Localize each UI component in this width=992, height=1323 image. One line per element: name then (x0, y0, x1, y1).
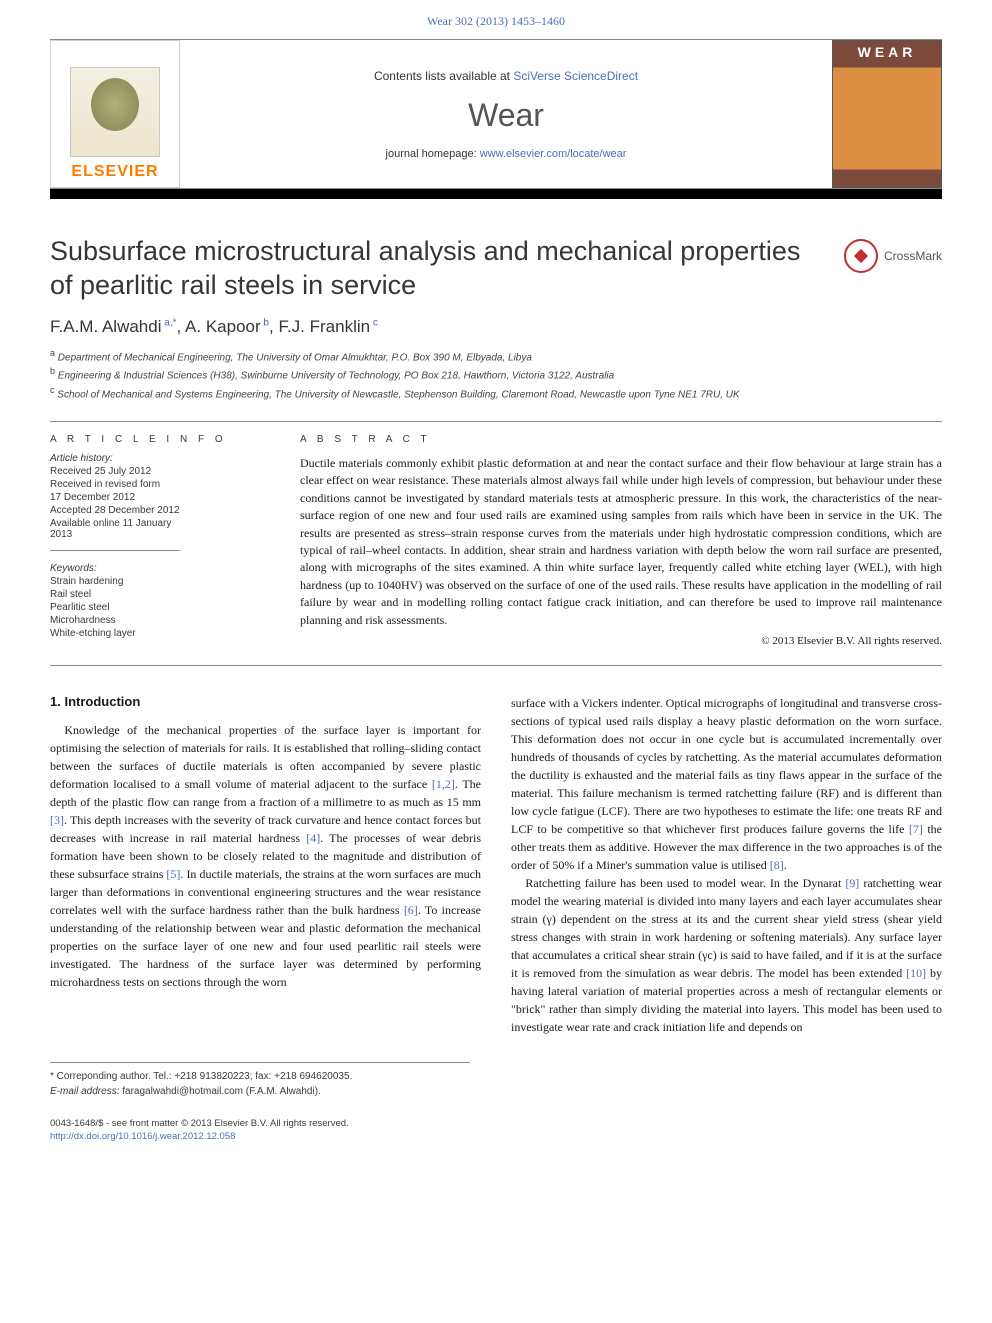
history-0: Received 25 July 2012 (50, 466, 180, 477)
article-info-head: A R T I C L E I N F O (50, 434, 260, 445)
abstract-copyright: © 2013 Elsevier B.V. All rights reserved… (300, 635, 942, 647)
homepage-link[interactable]: www.elsevier.com/locate/wear (480, 148, 627, 160)
history-4: Available online 11 January 2013 (50, 518, 180, 540)
kw-0: Strain hardening (50, 576, 260, 587)
footnotes: * Correponding author. Tel.: +218 913820… (50, 1062, 470, 1097)
abstract-text: Ductile materials commonly exhibit plast… (300, 455, 942, 629)
crossmark-icon (844, 239, 878, 273)
email-value: faragalwahdi@hotmail.com (F.A.M. Alwahdi… (122, 1086, 321, 1097)
citation-link[interactable]: Wear 302 (2013) 1453–1460 (427, 14, 565, 28)
page: Wear 302 (2013) 1453–1460 ELSEVIER Conte… (0, 0, 992, 1143)
kw-1: Rail steel (50, 589, 260, 600)
author-3-aff: c (370, 317, 378, 328)
history-1: Received in revised form (50, 479, 180, 490)
publisher-logo: ELSEVIER (50, 40, 180, 188)
ref-link[interactable]: [8] (770, 858, 784, 872)
running-head: Wear 302 (2013) 1453–1460 (0, 0, 992, 39)
affil-a: a Department of Mechanical Engineering, … (50, 347, 942, 366)
intro-para-right-2: Ratchetting failure has been used to mod… (511, 874, 942, 1036)
author-1: F.A.M. Alwahdi (50, 317, 162, 336)
history-2: 17 December 2012 (50, 492, 180, 503)
intro-para-right-1: surface with a Vickers indenter. Optical… (511, 694, 942, 874)
kw-4: White-etching layer (50, 628, 260, 639)
author-2-aff: b (261, 317, 269, 328)
authors-line: F.A.M. Alwahdi a,*, A. Kapoor b, F.J. Fr… (50, 317, 942, 337)
ref-link[interactable]: [1,2] (432, 777, 455, 791)
ref-link[interactable]: [5] (166, 867, 180, 881)
affiliations: a Department of Mechanical Engineering, … (50, 347, 942, 403)
issn-line: 0043-1648/$ - see front matter © 2013 El… (50, 1117, 942, 1130)
author-1-aff: a, (162, 317, 173, 328)
abstract-head: A B S T R A C T (300, 434, 942, 445)
col-right: surface with a Vickers indenter. Optical… (511, 694, 942, 1036)
meta-row: A R T I C L E I N F O Article history: R… (50, 422, 942, 666)
article-title: Subsurface microstructural analysis and … (50, 235, 810, 303)
article-history-group: Article history: Received 25 July 2012 R… (50, 453, 180, 551)
contents-prefix: Contents lists available at (374, 69, 513, 83)
intro-head: 1. Introduction (50, 694, 481, 709)
ref-link[interactable]: [9] (845, 876, 859, 890)
author-1-corr: * (173, 317, 177, 328)
affil-b: b Engineering & Industrial Sciences (H38… (50, 365, 942, 384)
kw-3: Microhardness (50, 615, 260, 626)
sciencedirect-link[interactable]: SciVerse ScienceDirect (513, 69, 638, 83)
homepage-line: journal homepage: www.elsevier.com/locat… (180, 148, 832, 160)
doi-link[interactable]: http://dx.doi.org/10.1016/j.wear.2012.12… (50, 1131, 235, 1142)
journal-title: Wear (180, 97, 832, 134)
crossmark-label: CrossMark (884, 249, 942, 263)
contents-line: Contents lists available at SciVerse Sci… (180, 69, 832, 83)
article-info: A R T I C L E I N F O Article history: R… (50, 434, 260, 647)
article-head: Subsurface microstructural analysis and … (50, 235, 942, 303)
journal-cover-thumb: WEAR (832, 40, 942, 188)
abstract-block: A B S T R A C T Ductile materials common… (300, 434, 942, 647)
history-label: Article history: (50, 453, 180, 464)
page-copyright: 0043-1648/$ - see front matter © 2013 El… (50, 1117, 942, 1144)
body-columns: 1. Introduction Knowledge of the mechani… (50, 694, 942, 1036)
cover-title: WEAR (833, 44, 941, 60)
email-label: E-mail address: (50, 1086, 122, 1097)
ref-link[interactable]: [7] (909, 822, 923, 836)
intro-para-left: Knowledge of the mechanical properties o… (50, 721, 481, 991)
crossmark[interactable]: CrossMark (844, 239, 942, 273)
header-rule (50, 189, 942, 199)
ref-link[interactable]: [6] (404, 903, 418, 917)
keywords-label: Keywords: (50, 563, 260, 574)
author-3: F.J. Franklin (278, 317, 370, 336)
kw-2: Pearlitic steel (50, 602, 260, 613)
affil-c: c School of Mechanical and Systems Engin… (50, 384, 942, 403)
homepage-prefix: journal homepage: (386, 148, 480, 160)
author-2: A. Kapoor (185, 317, 261, 336)
history-3: Accepted 28 December 2012 (50, 505, 180, 516)
ref-link[interactable]: [3] (50, 813, 64, 827)
ref-link[interactable]: [10] (906, 966, 926, 980)
corr-email-line: E-mail address: faragalwahdi@hotmail.com… (50, 1086, 470, 1097)
col-left: 1. Introduction Knowledge of the mechani… (50, 694, 481, 1036)
journal-header: ELSEVIER Contents lists available at Sci… (50, 39, 942, 189)
ref-link[interactable]: [4] (306, 831, 320, 845)
corr-author: * Correponding author. Tel.: +218 913820… (50, 1071, 470, 1082)
header-center: Contents lists available at SciVerse Sci… (180, 40, 832, 188)
publisher-tree-icon (70, 67, 160, 157)
publisher-name: ELSEVIER (71, 163, 158, 181)
